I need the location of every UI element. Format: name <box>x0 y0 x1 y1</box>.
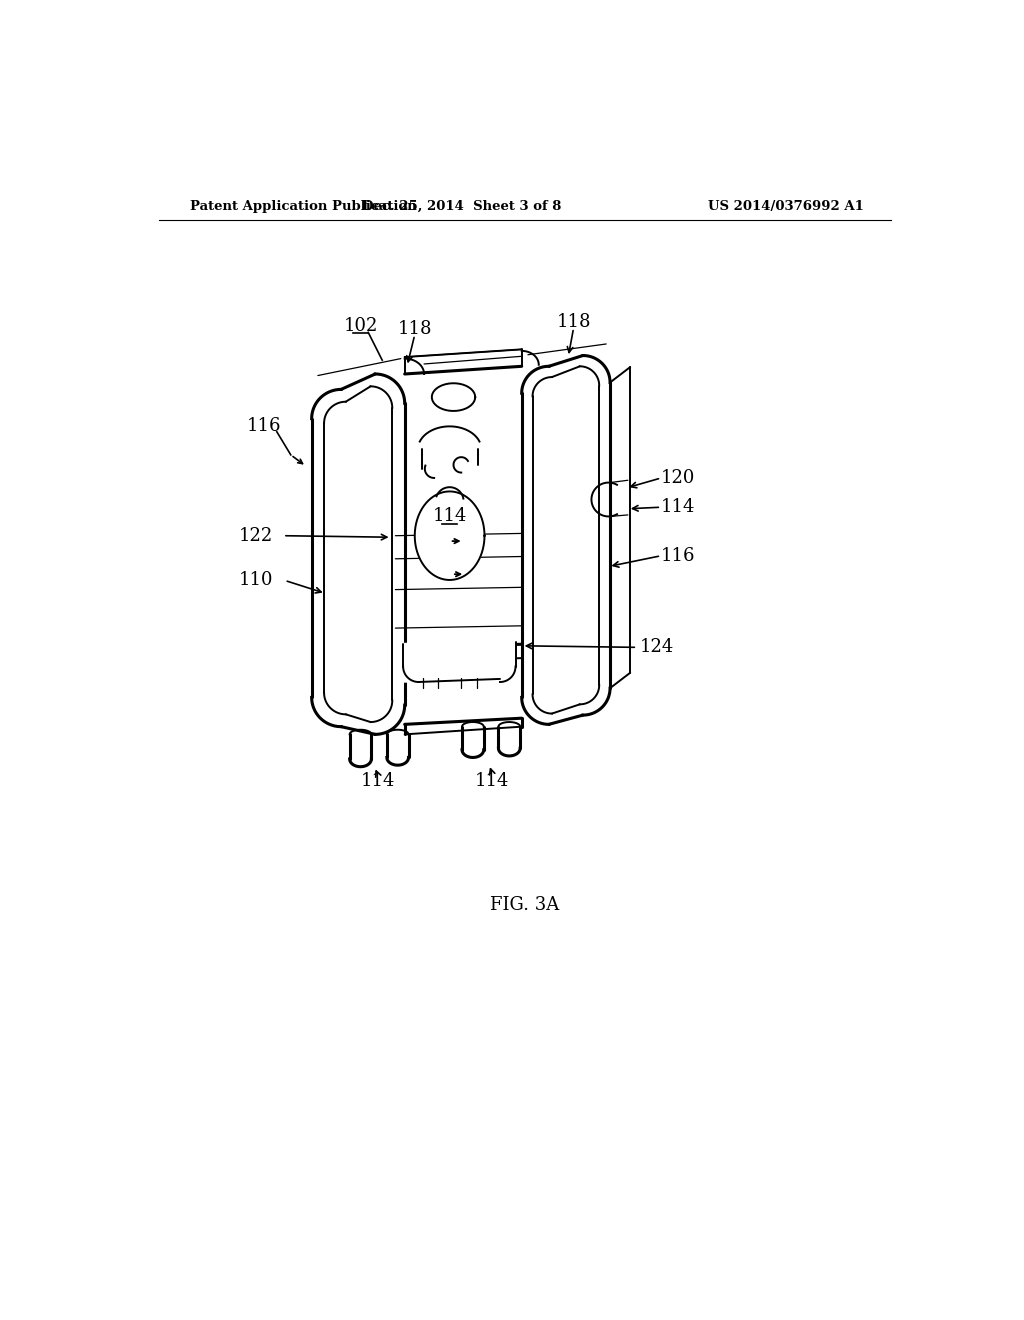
Text: 124: 124 <box>640 639 674 656</box>
Text: 114: 114 <box>432 507 467 525</box>
Polygon shape <box>521 355 610 725</box>
Polygon shape <box>387 734 409 758</box>
Text: 114: 114 <box>360 772 394 789</box>
Text: 114: 114 <box>475 772 509 789</box>
Polygon shape <box>415 491 484 579</box>
Text: Dec. 25, 2014  Sheet 3 of 8: Dec. 25, 2014 Sheet 3 of 8 <box>361 199 561 213</box>
Polygon shape <box>499 726 520 748</box>
Text: 114: 114 <box>662 498 695 516</box>
Polygon shape <box>462 726 483 750</box>
Text: Patent Application Publication: Patent Application Publication <box>190 199 417 213</box>
Polygon shape <box>349 734 372 759</box>
Text: 122: 122 <box>239 527 273 545</box>
Text: 116: 116 <box>662 546 695 565</box>
Polygon shape <box>403 642 515 682</box>
Text: 102: 102 <box>343 317 378 335</box>
Text: 118: 118 <box>397 321 432 338</box>
Text: US 2014/0376992 A1: US 2014/0376992 A1 <box>709 199 864 213</box>
Text: FIG. 3A: FIG. 3A <box>490 896 559 915</box>
Text: 118: 118 <box>556 313 591 331</box>
Text: 120: 120 <box>662 469 695 487</box>
Polygon shape <box>311 374 404 734</box>
Text: 110: 110 <box>239 572 273 589</box>
Text: 116: 116 <box>247 417 281 436</box>
